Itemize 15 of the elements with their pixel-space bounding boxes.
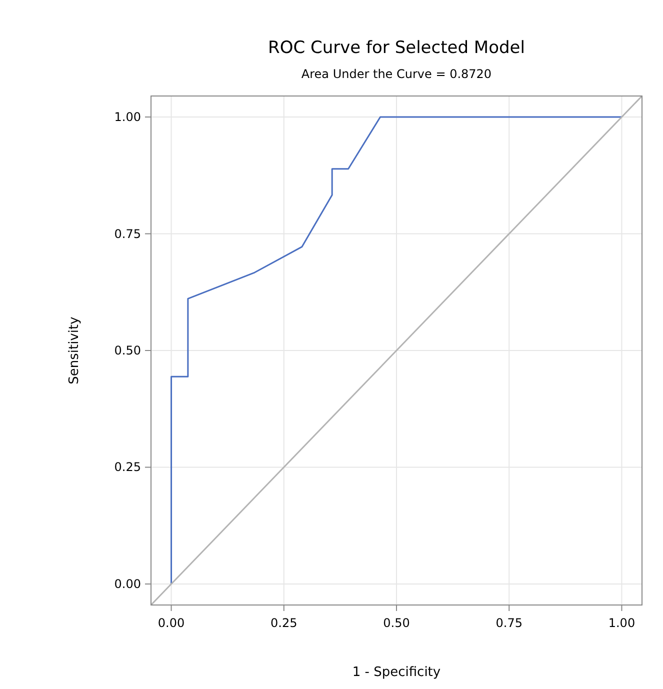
y-axis-title: Sensitivity xyxy=(67,316,82,384)
y-tick-label: 0.75 xyxy=(114,226,141,241)
y-tick-label: 0.00 xyxy=(114,576,141,591)
y-tick-label: 0.50 xyxy=(114,344,141,358)
y-tick-label: 1.00 xyxy=(114,110,141,124)
x-axis-title: 1 - Specificity xyxy=(352,665,441,680)
x-tick-label: 1.00 xyxy=(608,616,636,630)
y-tick-label: 0.25 xyxy=(114,460,141,474)
x-tick-label: 0.00 xyxy=(158,616,185,630)
x-tick-label: 0.50 xyxy=(383,616,410,630)
x-tick-label: 0.25 xyxy=(270,616,298,630)
chart-subtitle: Area Under the Curve = 0.8720 xyxy=(301,67,492,81)
line-series xyxy=(170,116,622,585)
chart-title: ROC Curve for Selected Model xyxy=(268,38,525,58)
x-tick-label: 0.75 xyxy=(496,616,522,630)
